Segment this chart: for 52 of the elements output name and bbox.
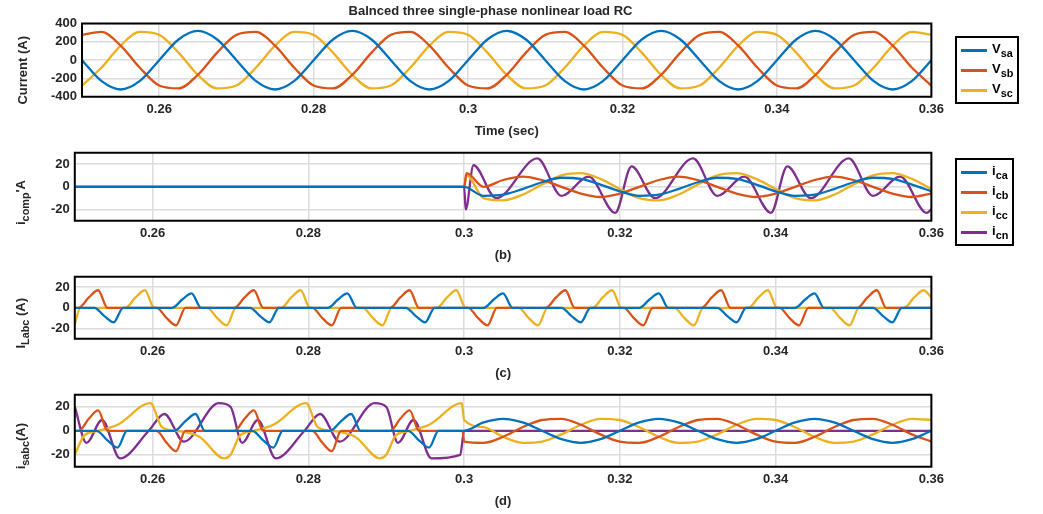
legend-label: i$_{cb}$ [992,183,1009,201]
x-tick-label: 0.34 [762,225,790,241]
x-tick-label: 0.28 [295,343,322,359]
chart-title: Balnced three single-phase nonlinear load RC [348,3,634,19]
x-tick-label: 0.34 [764,101,791,117]
x-tick-label: 0.3 [455,343,474,359]
legend-label: i$_{cc}$ [992,203,1008,221]
x-tick-label: 0.28 [295,225,322,241]
y-tick-label: 200 [55,33,78,49]
y-tick-label: 0 [62,422,70,438]
y-tick-label: 0 [62,299,70,315]
x-tick-label: 0.26 [140,343,166,359]
y-tick-label: 20 [55,155,70,171]
x-tick-label: 0.26 [140,225,166,241]
x-tick-label: 0.26 [140,471,166,487]
x-tick-label: 0.28 [295,471,322,487]
x-tick-label: 0.36 [918,225,945,241]
y-tick-label: 20 [55,278,70,294]
x-tick-label: 0.34 [762,343,790,359]
x-tick-label: 0.32 [607,343,633,359]
legend-label: V$_{sb}$ [992,61,1014,79]
x-axis-title: (c) [495,364,512,380]
x-tick-label: 0.36 [918,471,945,487]
x-tick-label: 0.28 [301,101,327,117]
x-tick-label: 0.26 [146,101,172,117]
x-tick-label: 0.3 [459,101,478,117]
line-series [74,402,932,460]
y-tick-label: -400 [50,88,78,104]
y-tick-label: -200 [50,70,78,86]
legend-label: i$_{cn}$ [992,223,1009,241]
y-tick-label: 20 [55,398,70,414]
x-tick-label: 0.36 [918,343,945,359]
x-tick-label: 0.34 [762,471,790,487]
y-tick-label: 400 [55,15,78,31]
x-tick-label: 0.3 [455,225,474,241]
legend-label: i$_{ca}$ [992,163,1008,181]
legend-label: V$_{sa}$ [992,41,1013,59]
y-axis-title: Current (A) [14,35,30,105]
x-axis-title: (d) [494,492,512,508]
x-tick-label: 0.36 [918,101,945,117]
y-tick-label: -20 [50,320,70,336]
x-tick-label: 0.32 [607,471,633,487]
y-tick-label: -20 [50,446,70,462]
x-tick-label: 0.3 [455,471,474,487]
x-axis-title: Time (sec) [474,122,539,138]
legend-label: V$_{sc}$ [992,81,1013,99]
y-tick-label: -20 [50,201,70,217]
x-tick-label: 0.32 [609,101,636,117]
y-tick-label: 0 [62,178,70,194]
x-axis-title: (b) [494,246,512,262]
y-tick-label: 0 [69,51,78,67]
x-tick-label: 0.32 [607,225,633,241]
